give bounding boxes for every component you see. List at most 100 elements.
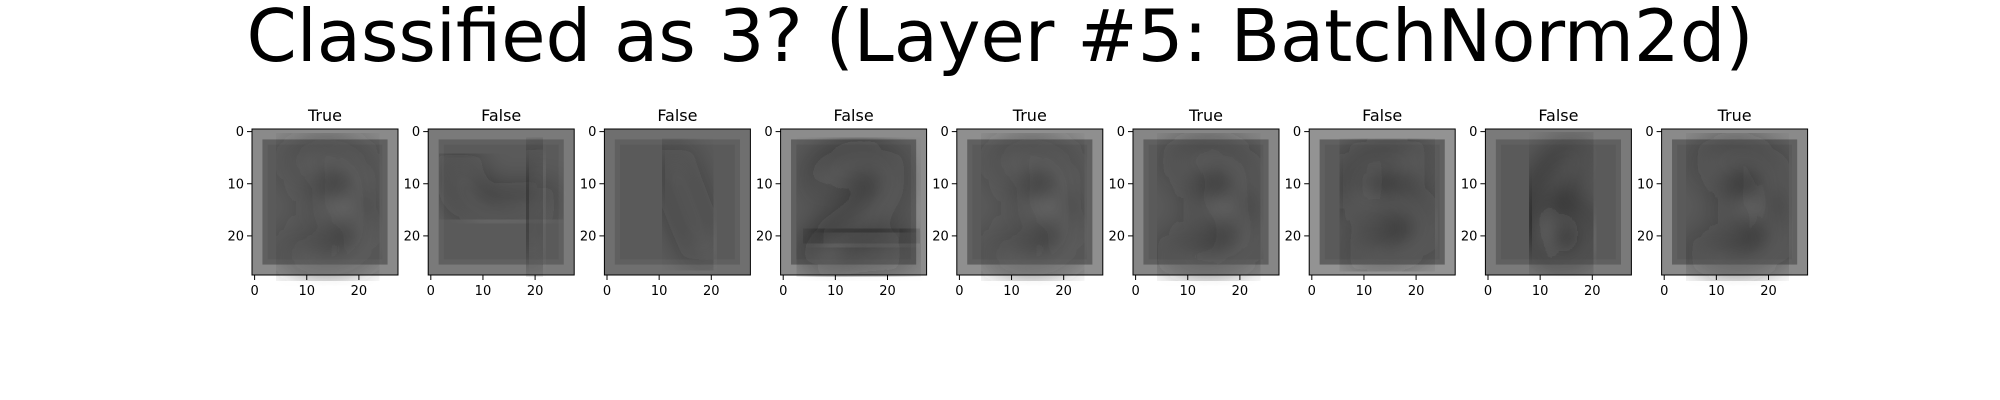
digit-stroke-light bbox=[528, 158, 547, 264]
y-tick-label: 10 bbox=[1108, 177, 1125, 192]
digit-glyph bbox=[1163, 145, 1255, 269]
axes-frame bbox=[603, 128, 751, 276]
x-tick-label: 10 bbox=[1708, 284, 1725, 299]
digit-glyph bbox=[987, 145, 1079, 269]
panel-label: True bbox=[307, 106, 342, 125]
panel-7: False 0 10 20 0 10 20 bbox=[1285, 106, 1456, 299]
y-tick-label: 10 bbox=[227, 177, 244, 192]
x-tick-label: 20 bbox=[1584, 284, 1601, 299]
axes-frame bbox=[427, 128, 575, 276]
x-tick-label: 10 bbox=[298, 284, 315, 299]
y-tick-label: 0 bbox=[764, 125, 772, 140]
digit-stroke-light bbox=[1700, 155, 1781, 267]
y-tick-label: 10 bbox=[580, 177, 597, 192]
y-tick-label: 10 bbox=[932, 177, 949, 192]
y-tick-label: 0 bbox=[588, 125, 596, 140]
y-tick-label: 10 bbox=[756, 177, 773, 192]
panel-4: False 0 10 20 0 10 20 bbox=[756, 106, 928, 299]
panel-label: False bbox=[481, 106, 521, 125]
x-tick-label: 0 bbox=[427, 284, 435, 299]
y-tick-label: 20 bbox=[756, 229, 773, 244]
y-tick-label: 0 bbox=[1293, 125, 1301, 140]
x-tick-label: 0 bbox=[1131, 284, 1139, 299]
y-tick-label: 20 bbox=[1461, 229, 1478, 244]
panel-8: False 0 10 20 0 10 20 bbox=[1461, 106, 1632, 299]
axes-frame bbox=[1132, 128, 1280, 276]
y-tick-label: 20 bbox=[580, 229, 597, 244]
panel-3: False 0 10 20 0 10 20 bbox=[580, 106, 751, 299]
x-tick-label: 0 bbox=[603, 284, 611, 299]
digit-stroke-light bbox=[819, 231, 910, 249]
axes-frame bbox=[1484, 128, 1632, 276]
panel-label: True bbox=[1717, 106, 1752, 125]
axes-frame bbox=[1661, 128, 1809, 276]
y-tick-label: 10 bbox=[1461, 177, 1478, 192]
x-tick-label: 10 bbox=[827, 284, 844, 299]
panel-9: True 0 10 20 0 10 20 bbox=[1637, 106, 1809, 299]
x-tick-label: 20 bbox=[879, 284, 896, 299]
axes-frame bbox=[1308, 128, 1456, 276]
panel-5: True 0 10 20 0 10 20 bbox=[932, 106, 1104, 299]
x-tick-label: 10 bbox=[651, 284, 668, 299]
panel-grid: True 0 10 20 0 10 20 False 0 10 20 0 10 20 False 0 10 20 0… bbox=[227, 106, 1809, 299]
y-tick-label: 20 bbox=[404, 229, 421, 244]
x-tick-label: 20 bbox=[351, 284, 368, 299]
digit-glyph bbox=[805, 148, 913, 266]
x-tick-label: 10 bbox=[475, 284, 492, 299]
y-tick-label: 0 bbox=[1469, 125, 1477, 140]
x-tick-label: 0 bbox=[955, 284, 963, 299]
x-tick-label: 20 bbox=[1055, 284, 1072, 299]
axes-frame bbox=[251, 128, 399, 276]
digit-stroke-light bbox=[291, 155, 371, 267]
figure-title: Classified as 3? (Layer #5: BatchNorm2d) bbox=[246, 0, 1754, 78]
axes-frame bbox=[780, 128, 928, 276]
digit-glyph bbox=[1691, 145, 1784, 269]
y-tick-label: 10 bbox=[1637, 177, 1654, 192]
y-tick-label: 0 bbox=[941, 125, 949, 140]
digit-stroke-dark bbox=[1529, 143, 1593, 264]
digit-stroke-light bbox=[996, 155, 1076, 267]
panel-label: False bbox=[834, 106, 874, 125]
panel-label: False bbox=[657, 106, 697, 125]
y-tick-label: 0 bbox=[236, 125, 244, 140]
panel-label: False bbox=[1362, 106, 1402, 125]
digit-stroke-light bbox=[669, 158, 713, 259]
x-tick-label: 0 bbox=[1660, 284, 1668, 299]
digit-stroke-light bbox=[1172, 155, 1252, 267]
y-tick-label: 0 bbox=[1645, 125, 1653, 140]
digit-glyph bbox=[282, 145, 374, 269]
x-tick-label: 0 bbox=[779, 284, 787, 299]
digit-glyph bbox=[1529, 143, 1593, 264]
y-tick-label: 20 bbox=[932, 229, 949, 244]
digit-stroke-dark bbox=[519, 148, 550, 266]
y-tick-label: 10 bbox=[1285, 177, 1302, 192]
y-tick-label: 10 bbox=[404, 177, 421, 192]
y-tick-label: 0 bbox=[1117, 125, 1125, 140]
x-tick-label: 20 bbox=[527, 284, 544, 299]
x-tick-label: 0 bbox=[1308, 284, 1316, 299]
x-tick-label: 20 bbox=[1232, 284, 1249, 299]
digit-glyph bbox=[1344, 148, 1431, 262]
x-tick-label: 0 bbox=[250, 284, 258, 299]
y-tick-label: 20 bbox=[1637, 229, 1654, 244]
panel-label: True bbox=[1188, 106, 1223, 125]
x-tick-label: 10 bbox=[1356, 284, 1373, 299]
digit-stroke-light bbox=[1538, 153, 1591, 262]
digit-stroke-dark bbox=[810, 221, 913, 250]
digit-stroke-light bbox=[1353, 158, 1428, 260]
panel-label: True bbox=[1012, 106, 1047, 125]
y-tick-label: 0 bbox=[412, 125, 420, 140]
panel-6: True 0 10 20 0 10 20 bbox=[1108, 106, 1280, 299]
y-tick-label: 20 bbox=[1108, 229, 1125, 244]
x-tick-label: 0 bbox=[1484, 284, 1492, 299]
x-tick-label: 10 bbox=[1179, 284, 1196, 299]
digit-glyph bbox=[448, 148, 555, 266]
x-tick-label: 20 bbox=[1408, 284, 1425, 299]
y-tick-label: 20 bbox=[1285, 229, 1302, 244]
panel-label: False bbox=[1538, 106, 1578, 125]
x-tick-label: 10 bbox=[1532, 284, 1549, 299]
axes-frame bbox=[956, 128, 1104, 276]
panel-2: False 0 10 20 0 10 20 bbox=[404, 106, 575, 299]
x-tick-label: 10 bbox=[1003, 284, 1020, 299]
